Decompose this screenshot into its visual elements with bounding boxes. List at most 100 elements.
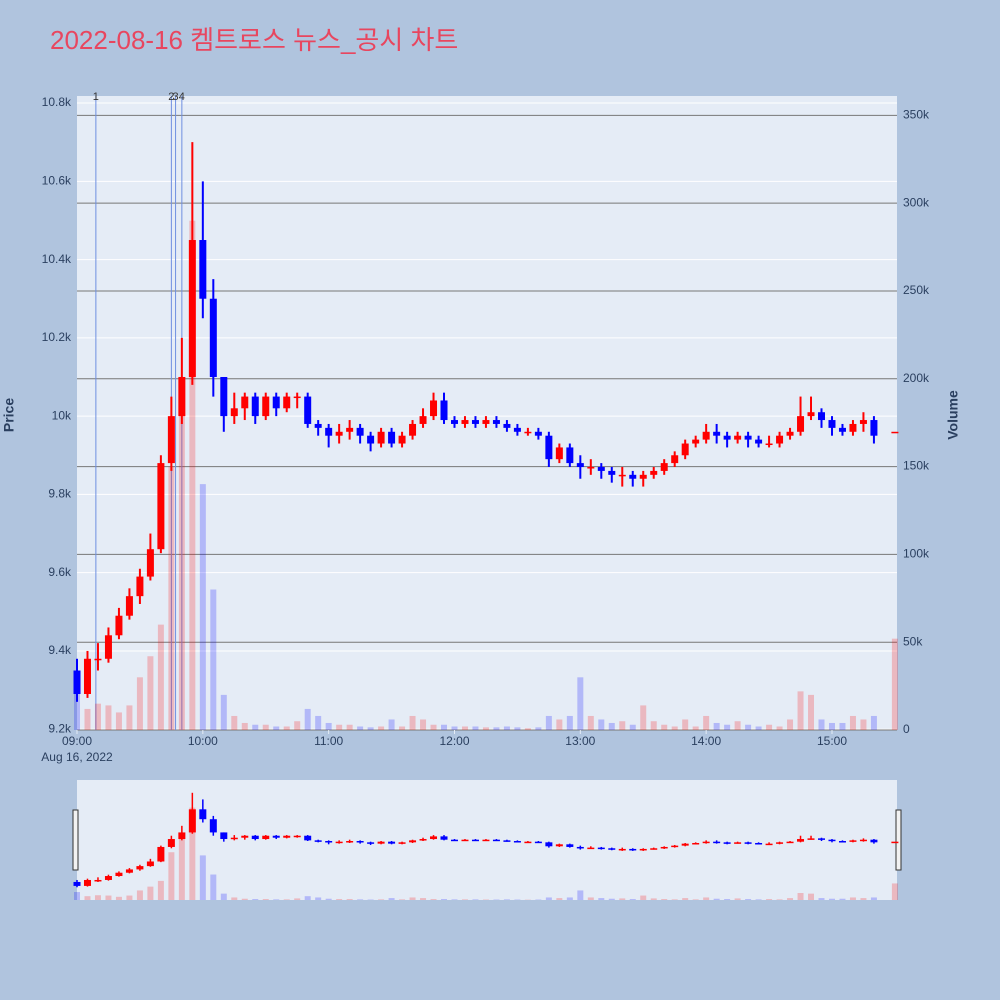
slider-candle-body bbox=[576, 846, 584, 849]
slider-volume-bar bbox=[724, 899, 731, 900]
candle-body bbox=[314, 423, 322, 428]
volume-bar bbox=[241, 722, 248, 730]
candle-body bbox=[304, 396, 312, 424]
slider-handle-right[interactable] bbox=[895, 809, 902, 871]
slider-volume-bar bbox=[472, 899, 479, 900]
candle-body bbox=[671, 455, 679, 464]
slider-volume-bar bbox=[839, 898, 846, 900]
volume-bar bbox=[105, 705, 112, 730]
candle-body bbox=[115, 615, 123, 636]
slider-candle-body bbox=[608, 848, 616, 850]
y2-tick-label: 0 bbox=[903, 722, 910, 736]
slider-candle-body bbox=[765, 843, 773, 846]
slider-candle-body bbox=[838, 841, 846, 843]
candle-body bbox=[597, 467, 605, 471]
slider-candle-body bbox=[209, 819, 217, 833]
volume-bar bbox=[168, 466, 175, 730]
slider-candle-body bbox=[828, 839, 836, 842]
volume-bar bbox=[671, 726, 678, 730]
slider-candle-body bbox=[524, 841, 532, 844]
slider-volume-bar bbox=[147, 886, 154, 900]
y-tick-label: 10.2k bbox=[42, 330, 72, 344]
volume-bar bbox=[556, 719, 563, 730]
slider-volume-bar bbox=[126, 895, 133, 900]
slider-candle-body bbox=[503, 840, 511, 842]
y-tick-label: 10.6k bbox=[42, 173, 72, 187]
slider-volume-bar bbox=[566, 897, 573, 900]
candle-body bbox=[797, 416, 805, 432]
slider-candle-body bbox=[482, 839, 490, 842]
volume-bar bbox=[650, 721, 657, 730]
candle-body bbox=[870, 420, 878, 436]
volume-bar bbox=[849, 715, 856, 730]
volume-bar bbox=[703, 715, 710, 730]
candle-body bbox=[220, 376, 228, 417]
volume-bar bbox=[640, 705, 647, 730]
volume-bar bbox=[682, 719, 689, 730]
candle-body bbox=[125, 596, 133, 616]
plot-area bbox=[77, 96, 897, 730]
candle-body bbox=[94, 658, 102, 661]
volume-bar bbox=[346, 724, 353, 730]
candle-body bbox=[461, 420, 469, 424]
candle-body bbox=[83, 658, 91, 694]
volume-bar bbox=[787, 719, 794, 730]
slider-candle-body bbox=[325, 841, 333, 843]
volume-bar bbox=[220, 694, 227, 730]
slider-candle-body bbox=[702, 841, 710, 844]
candle-body bbox=[188, 240, 196, 377]
candle-body bbox=[440, 400, 448, 421]
slider-volume-bar bbox=[105, 895, 112, 900]
slider-volume-bar bbox=[849, 897, 856, 900]
slider-volume-bar bbox=[734, 898, 741, 900]
volume-bar bbox=[808, 694, 815, 730]
volume-bar bbox=[210, 589, 217, 730]
volume-bar bbox=[870, 715, 877, 730]
slider-volume-bar bbox=[399, 899, 406, 900]
volume-bar bbox=[262, 724, 269, 730]
slider-volume-bar bbox=[220, 893, 227, 900]
slider-candle-body bbox=[262, 835, 270, 840]
slider-candle-body bbox=[335, 841, 343, 844]
candle-body bbox=[723, 435, 731, 440]
candle-body bbox=[534, 431, 542, 436]
y2-tick-label: 250k bbox=[903, 283, 930, 297]
volume-bar bbox=[577, 677, 584, 730]
slider-candle-body bbox=[199, 809, 207, 820]
slider-candle-body bbox=[272, 835, 280, 838]
slider-volume-bar bbox=[199, 855, 206, 900]
slider-volume-bar bbox=[441, 899, 448, 900]
slider-candle-body bbox=[83, 879, 91, 886]
slider-candle-body bbox=[744, 842, 752, 844]
slider-candle-body bbox=[534, 841, 542, 844]
candle-body bbox=[838, 427, 846, 432]
slider-volume-bar bbox=[608, 898, 615, 900]
volume-bar bbox=[451, 726, 458, 730]
slider-candle-body bbox=[587, 847, 595, 850]
slider-candle-body bbox=[304, 835, 312, 841]
slider-volume-bar bbox=[828, 898, 835, 900]
slider-handle-left[interactable] bbox=[72, 809, 79, 871]
candle-body bbox=[419, 416, 427, 424]
slider-volume-bar bbox=[640, 895, 647, 900]
slider-volume-bar bbox=[556, 898, 563, 900]
slider-candle-body bbox=[597, 847, 605, 850]
slider-candle-body bbox=[94, 879, 102, 882]
x-date-label: Aug 16, 2022 bbox=[41, 750, 113, 764]
slider-candle-body bbox=[755, 842, 763, 845]
slider-volume-bar bbox=[650, 898, 657, 900]
candle-body bbox=[167, 416, 175, 464]
slider-volume-bar bbox=[84, 896, 91, 900]
volume-bar bbox=[587, 715, 594, 730]
candle-body bbox=[849, 423, 857, 432]
x-tick-label: 09:00 bbox=[62, 734, 92, 748]
slider-candle-body bbox=[398, 842, 406, 844]
slider-candle-body bbox=[650, 848, 658, 850]
volume-bar bbox=[828, 722, 835, 730]
candle-body bbox=[104, 635, 112, 659]
candle-body bbox=[450, 420, 458, 424]
y2-tick-label: 350k bbox=[903, 107, 930, 121]
volume-bar bbox=[315, 715, 322, 730]
slider-candle-body bbox=[629, 848, 637, 851]
volume-bar bbox=[598, 719, 605, 730]
